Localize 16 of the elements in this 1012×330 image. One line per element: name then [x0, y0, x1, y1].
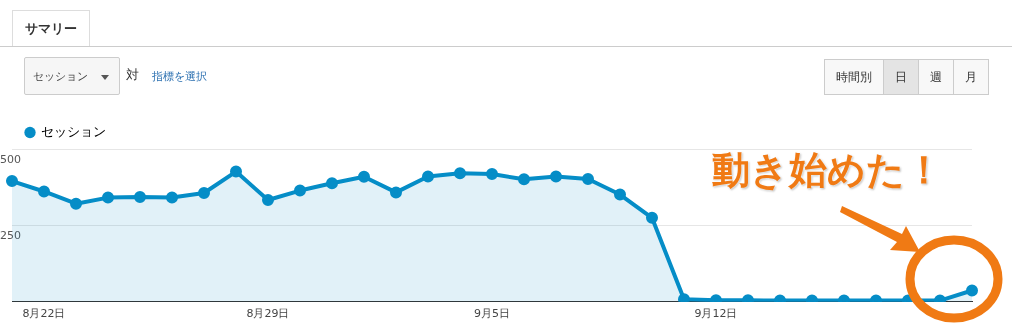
x-tick-label: 8月22日: [22, 307, 66, 321]
text: 対: [126, 66, 139, 84]
text: 週: [918, 59, 954, 95]
text: 時間別: [824, 59, 884, 95]
y-tick-label: 500: [0, 152, 21, 166]
x-tick-label: 9月12日: [694, 307, 738, 321]
text: 日: [883, 59, 919, 95]
y-tick-label: 250: [0, 229, 21, 243]
chart-title: サマリー: [12, 10, 90, 47]
x-tick-label: 9月5日: [474, 307, 510, 321]
annotation: 動き始めた！: [712, 147, 943, 194]
text: 指標を選択: [152, 69, 207, 84]
legend-label: セッション: [40, 123, 106, 139]
text: 月: [953, 59, 989, 95]
x-tick-label: 8月29日: [246, 307, 290, 321]
text: セッション: [24, 57, 120, 95]
